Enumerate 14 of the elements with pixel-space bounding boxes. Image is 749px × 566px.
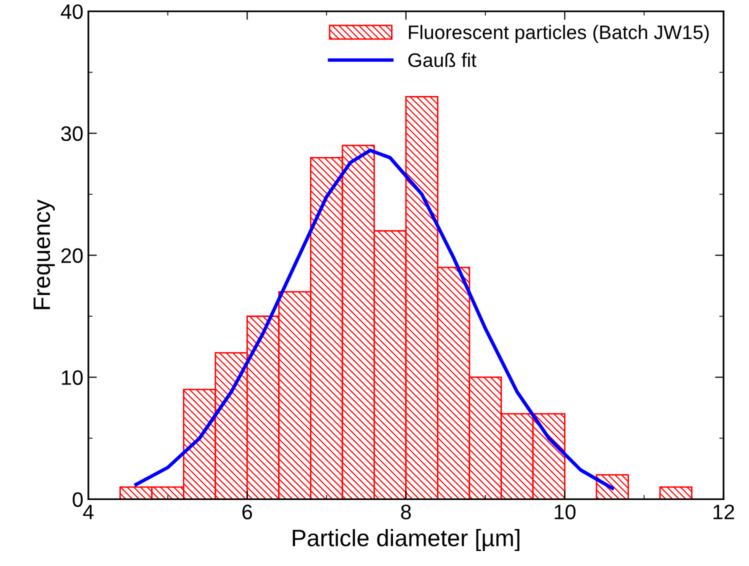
x-axis-title: Particle diameter [µm] [292, 529, 520, 552]
y-tick-label: 40 [60, 4, 83, 20]
y-tick-label: 20 [61, 248, 83, 264]
x-tick-label: 6 [242, 504, 252, 520]
x-tick-label: 8 [401, 504, 411, 520]
y-tick-label: 0 [72, 492, 83, 507]
x-tick-label: 12 [714, 504, 734, 520]
legend-label: Fluorescent particles (Batch JW15) [408, 24, 709, 44]
y-axis-title: Frequency [34, 200, 55, 310]
x-tick-label: 4 [83, 504, 94, 520]
y-tick-label: 10 [62, 370, 83, 385]
y-tick-label: 30 [61, 126, 83, 142]
legend-label: Gauß fit [408, 52, 476, 68]
x-tick-label: 10 [554, 504, 576, 520]
